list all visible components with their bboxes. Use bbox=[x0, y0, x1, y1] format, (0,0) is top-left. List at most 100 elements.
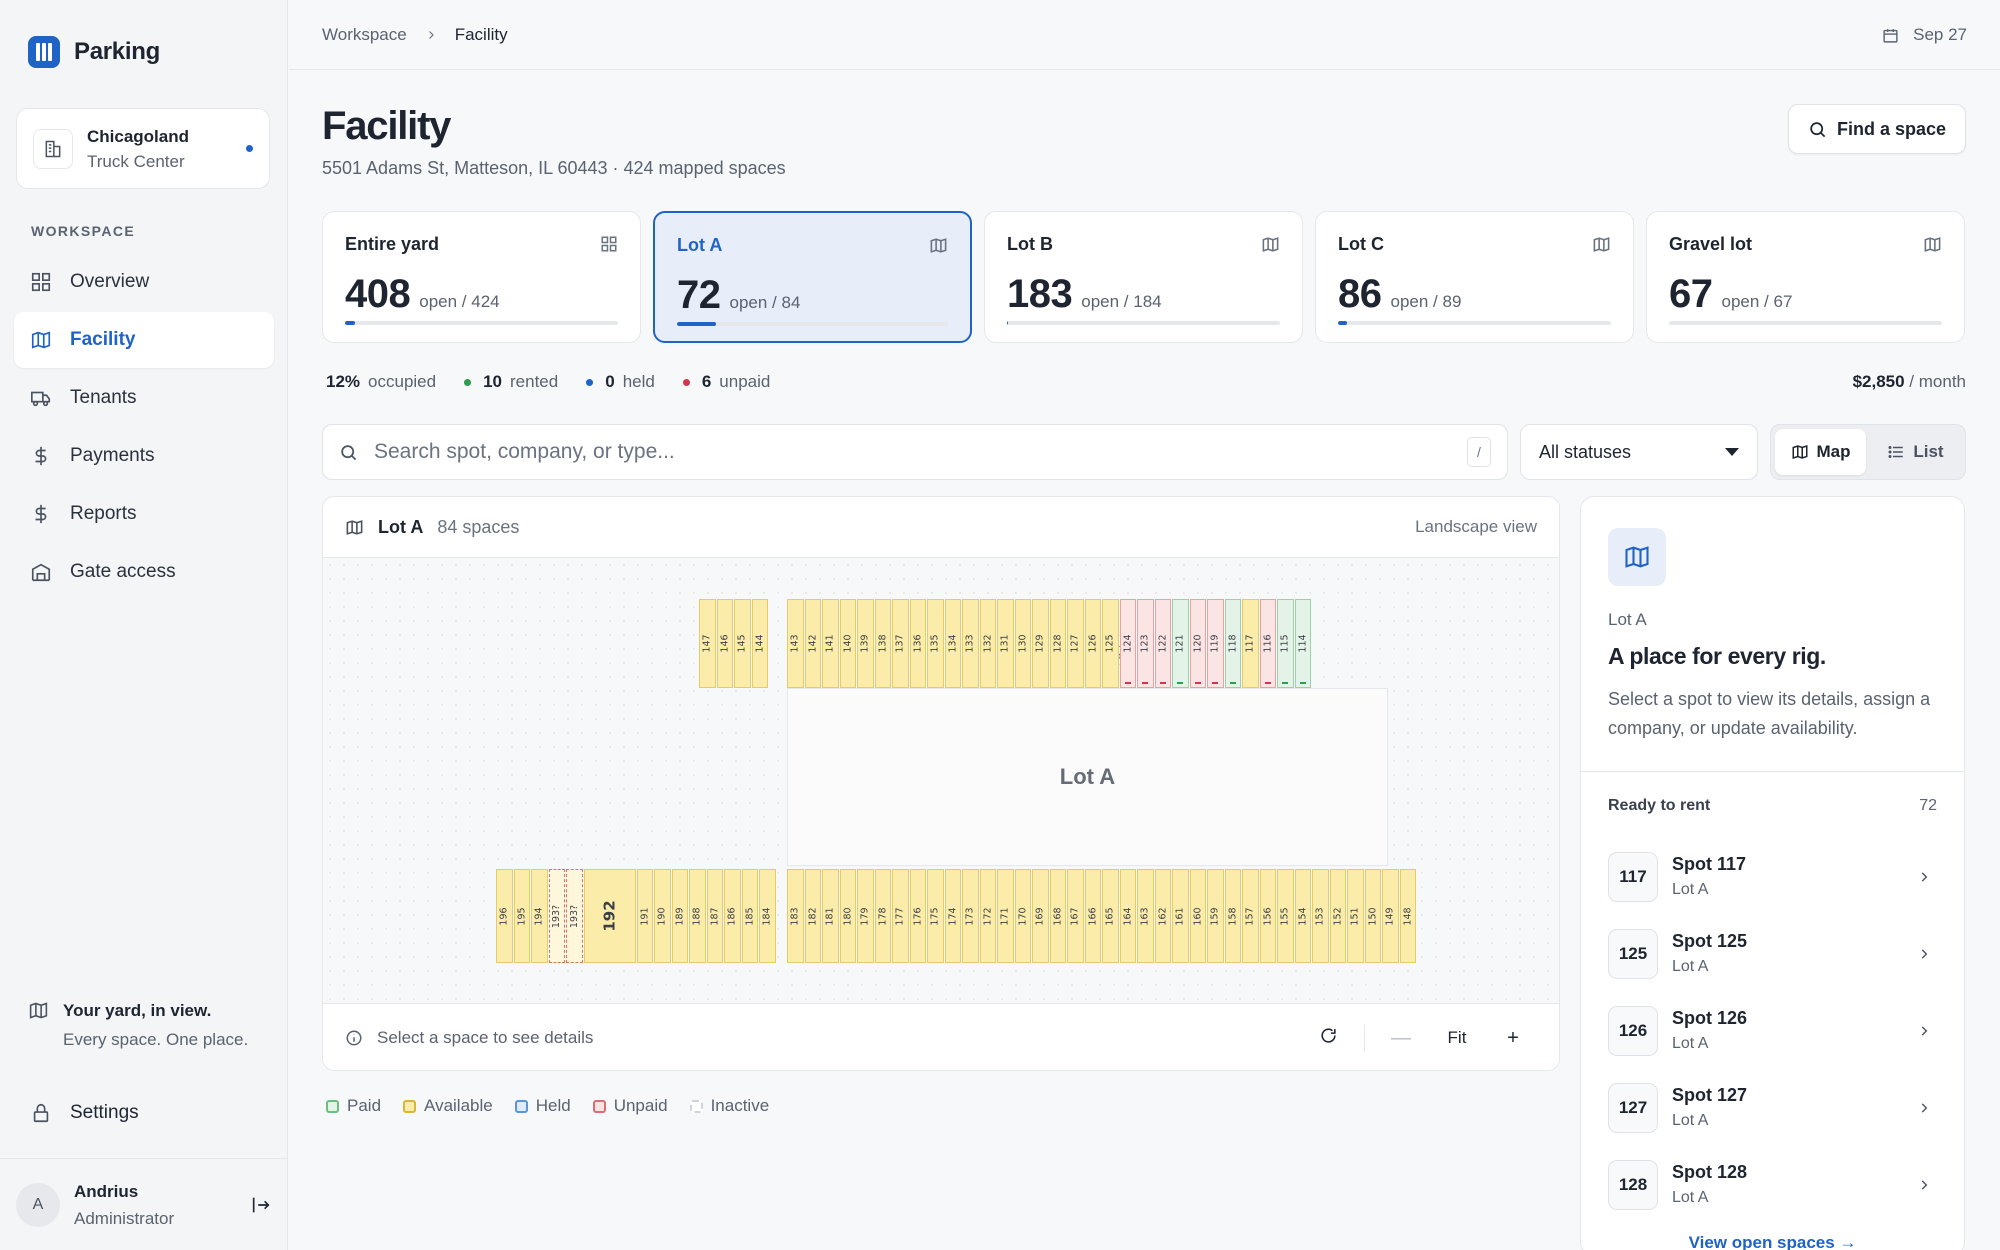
parking-spot-192[interactable]: 192 bbox=[583, 869, 636, 963]
list-item[interactable]: 126 Spot 126 Lot A bbox=[1608, 992, 1937, 1069]
parking-spot-139[interactable]: 139 bbox=[857, 599, 874, 688]
parking-spot-157[interactable]: 157 bbox=[1242, 869, 1259, 963]
parking-spot-122[interactable]: 122 bbox=[1154, 599, 1171, 688]
refresh-button[interactable] bbox=[1302, 1026, 1354, 1051]
parking-spot-147[interactable]: 147 bbox=[699, 599, 716, 688]
logout-icon[interactable] bbox=[250, 1194, 272, 1216]
parking-spot-187[interactable]: 187 bbox=[706, 869, 723, 963]
parking-spot-158[interactable]: 158 bbox=[1224, 869, 1241, 963]
parking-spot-178[interactable]: 178 bbox=[874, 869, 891, 963]
zoom-in-button[interactable]: + bbox=[1507, 1026, 1519, 1049]
parking-spot-116[interactable]: 116 bbox=[1259, 599, 1276, 688]
parking-spot-133[interactable]: 133 bbox=[962, 599, 979, 688]
list-item[interactable]: 117 Spot 117 Lot A bbox=[1608, 838, 1937, 915]
parking-spot-120[interactable]: 120 bbox=[1189, 599, 1206, 688]
sidebar-item-overview[interactable]: Overview bbox=[14, 254, 274, 310]
parking-spot-127[interactable]: 127 bbox=[1067, 599, 1084, 688]
parking-spot-125[interactable]: 125 bbox=[1102, 599, 1119, 688]
parking-spot-191[interactable]: 191 bbox=[636, 869, 653, 963]
parking-spot-154[interactable]: 154 bbox=[1294, 869, 1311, 963]
parking-spot-175[interactable]: 175 bbox=[927, 869, 944, 963]
breadcrumb-workspace[interactable]: Workspace bbox=[322, 25, 407, 44]
parking-spot-194[interactable]: 194 bbox=[531, 869, 548, 963]
parking-spot-183[interactable]: 183 bbox=[787, 869, 804, 963]
parking-spot-163[interactable]: 163 bbox=[1137, 869, 1154, 963]
zoom-out-button[interactable]: — bbox=[1391, 1026, 1411, 1049]
parking-spot-170[interactable]: 170 bbox=[1014, 869, 1031, 963]
parking-spot-136[interactable]: 136 bbox=[909, 599, 926, 688]
lot-map-canvas[interactable]: Lot A Gate 14714614514414314214114013913… bbox=[323, 558, 1559, 1003]
parking-spot-184[interactable]: 184 bbox=[759, 869, 776, 963]
settings-link[interactable]: Settings bbox=[14, 1085, 274, 1141]
parking-spot-193[interactable]: 193? bbox=[566, 869, 583, 963]
parking-spot-129[interactable]: 129 bbox=[1032, 599, 1049, 688]
parking-spot-140[interactable]: 140 bbox=[839, 599, 856, 688]
parking-spot-150[interactable]: 150 bbox=[1364, 869, 1381, 963]
parking-spot-142[interactable]: 142 bbox=[804, 599, 821, 688]
parking-spot-160[interactable]: 160 bbox=[1189, 869, 1206, 963]
parking-spot-169[interactable]: 169 bbox=[1032, 869, 1049, 963]
parking-spot-180[interactable]: 180 bbox=[839, 869, 856, 963]
parking-spot-117[interactable]: 117 bbox=[1242, 599, 1259, 688]
lot-card-lot-b[interactable]: Lot B 183 open / 184 bbox=[984, 211, 1303, 343]
landscape-view-toggle[interactable]: Landscape view bbox=[1415, 517, 1537, 536]
list-item[interactable]: 125 Spot 125 Lot A bbox=[1608, 915, 1937, 992]
parking-spot-148[interactable]: 148 bbox=[1399, 869, 1416, 963]
parking-spot-168[interactable]: 168 bbox=[1049, 869, 1066, 963]
parking-spot-151[interactable]: 151 bbox=[1347, 869, 1364, 963]
parking-spot-171[interactable]: 171 bbox=[997, 869, 1014, 963]
status-filter-select[interactable]: All statuses bbox=[1520, 424, 1758, 480]
parking-spot-181[interactable]: 181 bbox=[822, 869, 839, 963]
parking-spot-143[interactable]: 143 bbox=[787, 599, 804, 688]
parking-spot-196[interactable]: 196 bbox=[496, 869, 513, 963]
parking-spot-165[interactable]: 165 bbox=[1102, 869, 1119, 963]
parking-spot-185[interactable]: 185 bbox=[741, 869, 758, 963]
parking-spot-179[interactable]: 179 bbox=[857, 869, 874, 963]
parking-spot-135[interactable]: 135 bbox=[927, 599, 944, 688]
sidebar-item-tenants[interactable]: Tenants bbox=[14, 370, 274, 426]
sidebar-item-facility[interactable]: Facility bbox=[14, 312, 274, 368]
parking-spot-182[interactable]: 182 bbox=[804, 869, 821, 963]
sidebar-item-payments[interactable]: Payments bbox=[14, 428, 274, 484]
parking-spot-162[interactable]: 162 bbox=[1154, 869, 1171, 963]
parking-spot-195[interactable]: 195 bbox=[513, 869, 530, 963]
parking-spot-167[interactable]: 167 bbox=[1067, 869, 1084, 963]
parking-spot-166[interactable]: 166 bbox=[1084, 869, 1101, 963]
list-view-button[interactable]: List bbox=[1870, 429, 1961, 475]
parking-spot-146[interactable]: 146 bbox=[716, 599, 733, 688]
sidebar-item-gate-access[interactable]: Gate access bbox=[14, 544, 274, 600]
find-space-button[interactable]: Find a space bbox=[1788, 104, 1966, 154]
parking-spot-124[interactable]: 124 bbox=[1119, 599, 1136, 688]
parking-spot-130[interactable]: 130 bbox=[1014, 599, 1031, 688]
parking-spot-118[interactable]: 118 bbox=[1224, 599, 1241, 688]
date-display[interactable]: Sep 27 bbox=[1882, 25, 1967, 45]
parking-spot-126[interactable]: 126 bbox=[1084, 599, 1101, 688]
parking-spot-190[interactable]: 190 bbox=[654, 869, 671, 963]
parking-spot-144[interactable]: 144 bbox=[751, 599, 768, 688]
parking-spot-193[interactable]: 193? bbox=[548, 869, 565, 963]
parking-spot-164[interactable]: 164 bbox=[1119, 869, 1136, 963]
parking-spot-121[interactable]: 121 bbox=[1172, 599, 1189, 688]
search-input[interactable]: Search spot, company, or type... / bbox=[322, 424, 1508, 480]
parking-spot-155[interactable]: 155 bbox=[1277, 869, 1294, 963]
parking-spot-172[interactable]: 172 bbox=[979, 869, 996, 963]
list-item[interactable]: 127 Spot 127 Lot A bbox=[1608, 1069, 1937, 1146]
view-open-spaces-link[interactable]: View open spaces → bbox=[1688, 1233, 1857, 1250]
zoom-fit-button[interactable]: Fit bbox=[1447, 1028, 1467, 1047]
sidebar-item-reports[interactable]: Reports bbox=[14, 486, 274, 542]
lot-card-lot-c[interactable]: Lot C 86 open / 89 bbox=[1315, 211, 1634, 343]
parking-spot-137[interactable]: 137 bbox=[892, 599, 909, 688]
parking-spot-177[interactable]: 177 bbox=[892, 869, 909, 963]
lot-card-lot-a[interactable]: Lot A 72 open / 84 bbox=[653, 211, 972, 343]
parking-spot-123[interactable]: 123 bbox=[1137, 599, 1154, 688]
parking-spot-131[interactable]: 131 bbox=[997, 599, 1014, 688]
parking-spot-138[interactable]: 138 bbox=[874, 599, 891, 688]
parking-spot-145[interactable]: 145 bbox=[734, 599, 751, 688]
parking-spot-156[interactable]: 156 bbox=[1259, 869, 1276, 963]
parking-spot-114[interactable]: 114 bbox=[1294, 599, 1311, 688]
parking-spot-141[interactable]: 141 bbox=[822, 599, 839, 688]
map-view-button[interactable]: Map bbox=[1775, 429, 1866, 475]
parking-spot-119[interactable]: 119 bbox=[1207, 599, 1224, 688]
parking-spot-189[interactable]: 189 bbox=[671, 869, 688, 963]
parking-spot-128[interactable]: 128 bbox=[1049, 599, 1066, 688]
